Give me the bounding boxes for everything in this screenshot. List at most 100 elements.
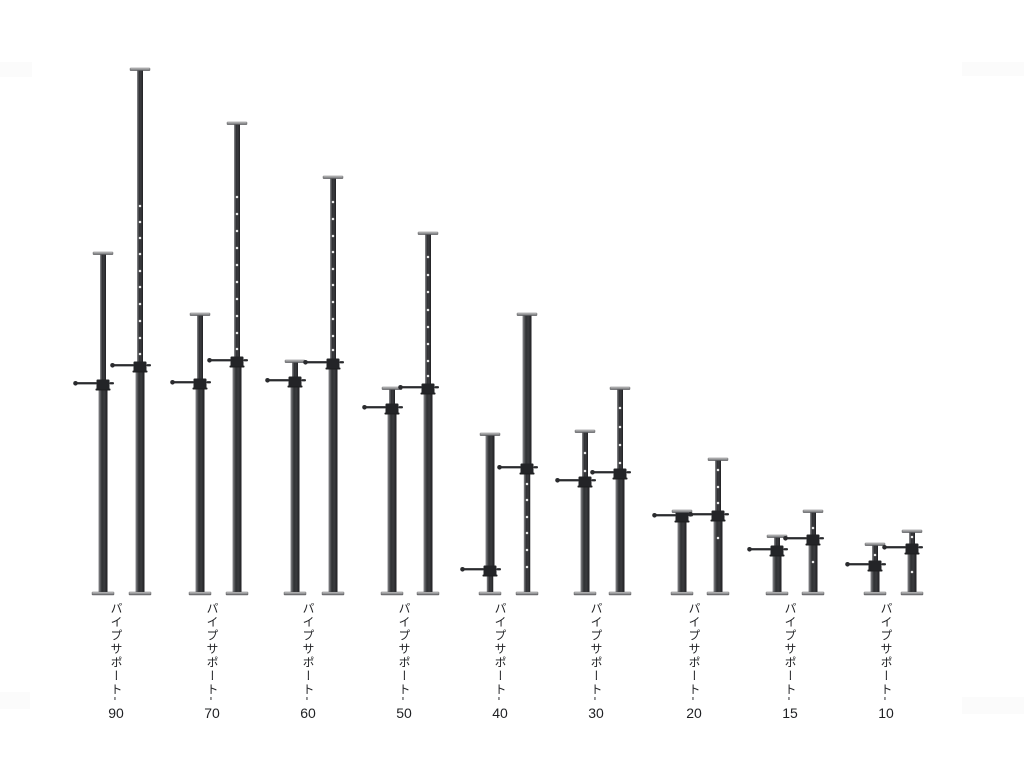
pin-hole (618, 425, 622, 429)
handle-stub (819, 537, 824, 540)
pipe-support-90-extended (110, 67, 152, 596)
lower-tube (98, 386, 108, 592)
pipe-support-70-extended (207, 121, 249, 596)
product-label-50: パイプサポート- 50 (396, 602, 412, 721)
adjust-handle (401, 386, 422, 389)
pin-hole (138, 220, 142, 224)
pin-hole (331, 317, 335, 321)
pin-hole (426, 342, 430, 346)
handle-stub (301, 379, 306, 382)
pin-hole (331, 200, 335, 204)
handle-ball (170, 380, 175, 385)
upper-tube (522, 315, 532, 470)
top-plate (226, 121, 248, 125)
lower-tube (423, 390, 433, 592)
pipe-support-60-pair (265, 175, 345, 596)
base-plate (321, 591, 345, 596)
pipe-support-20-extended (688, 457, 730, 596)
adjust-handle (558, 479, 579, 482)
upper-tube (485, 435, 495, 572)
pin-hole (811, 526, 815, 530)
lower-tube (486, 572, 494, 592)
pin-hole (331, 250, 335, 254)
upper-tube (100, 254, 106, 386)
pin-hole (525, 482, 529, 486)
pin-hole (138, 302, 142, 306)
adjust-handle (848, 563, 869, 566)
product-size-number: 30 (588, 705, 604, 721)
handle-stub (881, 563, 886, 566)
lower-tube (328, 365, 338, 592)
product-name-vertical: パイプサポート- (396, 602, 411, 702)
product-size-number: 15 (782, 705, 798, 721)
adjustment-collar (385, 403, 399, 413)
adjust-handle (113, 364, 134, 367)
adjustment-collar (770, 545, 784, 555)
handle-ball (73, 381, 78, 386)
pin-hole (331, 334, 335, 338)
lower-tube (870, 567, 880, 592)
base-plate (863, 591, 887, 596)
lower-tube (580, 483, 590, 592)
adjustment-collar (230, 356, 244, 366)
pin-hole (525, 565, 529, 569)
pin-hole (235, 314, 239, 318)
adjust-handle (750, 548, 771, 551)
pipe-support-10-pair (845, 529, 924, 596)
pipe-support-10-collapsed (845, 542, 887, 596)
pipe-support-15-extended (783, 509, 825, 596)
lower-tube (387, 410, 397, 592)
lower-tube (772, 552, 782, 592)
handle-stub (533, 466, 538, 469)
pin-hole (331, 217, 335, 221)
adjust-handle (691, 513, 712, 516)
upper-tube (197, 315, 203, 385)
pin-hole (618, 461, 622, 465)
pipe-support-30-collapsed (555, 429, 597, 596)
top-plate (574, 429, 596, 433)
top-plate (766, 534, 788, 538)
background-artifact (0, 692, 30, 709)
product-name-vertical: パイプサポート- (878, 602, 893, 702)
product-label-20: パイプサポート- 20 (686, 602, 702, 721)
pipe-support-20-collapsed (652, 509, 694, 596)
base-plate (225, 591, 249, 596)
pin-hole (235, 229, 239, 233)
adjustment-collar (483, 565, 497, 575)
pin-hole (138, 285, 142, 289)
handle-ball (845, 562, 850, 567)
product-name-vertical: パイプサポート- (686, 602, 701, 702)
handle-ball (460, 567, 465, 572)
pin-hole (235, 263, 239, 267)
base-plate (765, 591, 789, 596)
top-plate (417, 231, 439, 235)
upper-tube (330, 178, 336, 365)
pipe-support-15-collapsed (747, 534, 789, 596)
handle-ball (688, 512, 693, 517)
product-label-10: パイプサポート- 10 (878, 602, 894, 721)
adjustment-collar (711, 510, 725, 520)
top-plate (92, 251, 114, 255)
top-plate (901, 529, 923, 533)
handle-stub (398, 406, 403, 409)
base-plate (91, 591, 115, 596)
adjustment-collar (868, 560, 882, 570)
pin-hole (138, 352, 142, 356)
adjust-handle (655, 514, 676, 517)
pin-hole (910, 535, 914, 539)
pipe-support-50-extended (398, 231, 440, 596)
pipe-support-50-pair (362, 231, 440, 596)
adjustment-collar (905, 543, 919, 553)
product-name-vertical: パイプサポート- (204, 602, 219, 702)
upper-tube (234, 124, 240, 364)
pin-hole (138, 269, 142, 273)
pin-hole (426, 359, 430, 363)
pin-hole (618, 406, 622, 410)
pin-hole (235, 331, 239, 335)
lower-tube (523, 470, 531, 592)
product-label-70: パイプサポート- 70 (204, 602, 220, 721)
upper-tube (389, 389, 395, 410)
handle-ball (590, 470, 595, 475)
base-plate (515, 591, 539, 596)
